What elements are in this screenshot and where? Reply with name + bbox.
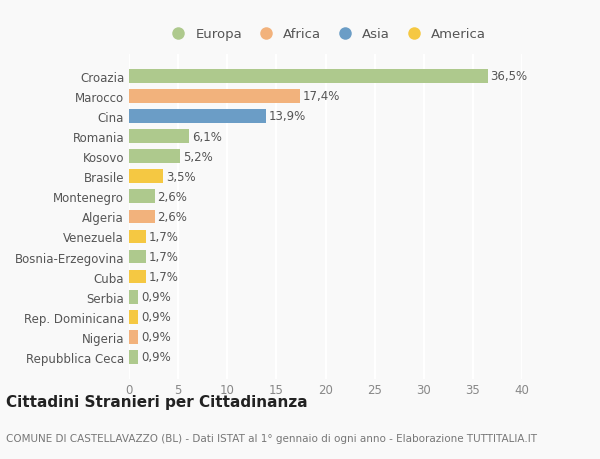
Legend: Europa, Africa, Asia, America: Europa, Africa, Asia, America [160, 23, 491, 46]
Text: 5,2%: 5,2% [183, 150, 213, 163]
Text: 0,9%: 0,9% [141, 291, 170, 303]
Bar [129, 70, 488, 84]
Text: 0,9%: 0,9% [141, 330, 170, 344]
Text: 3,5%: 3,5% [166, 170, 196, 183]
Text: 1,7%: 1,7% [149, 251, 179, 263]
Bar [129, 350, 138, 364]
Text: 2,6%: 2,6% [157, 190, 187, 203]
Text: 17,4%: 17,4% [303, 90, 340, 103]
Bar [129, 150, 180, 163]
Text: 0,9%: 0,9% [141, 351, 170, 364]
Bar [129, 270, 146, 284]
Text: 6,1%: 6,1% [192, 130, 222, 143]
Bar [129, 90, 300, 103]
Text: 0,9%: 0,9% [141, 311, 170, 324]
Text: Cittadini Stranieri per Cittadinanza: Cittadini Stranieri per Cittadinanza [6, 394, 308, 409]
Text: 36,5%: 36,5% [491, 70, 527, 83]
Bar [129, 130, 189, 144]
Text: COMUNE DI CASTELLAVAZZO (BL) - Dati ISTAT al 1° gennaio di ogni anno - Elaborazi: COMUNE DI CASTELLAVAZZO (BL) - Dati ISTA… [6, 433, 537, 442]
Bar [129, 210, 155, 224]
Bar [129, 290, 138, 304]
Text: 1,7%: 1,7% [149, 230, 179, 243]
Bar [129, 230, 146, 244]
Bar [129, 310, 138, 324]
Text: 2,6%: 2,6% [157, 210, 187, 224]
Bar [129, 330, 138, 344]
Bar [129, 190, 155, 204]
Bar [129, 170, 163, 184]
Text: 13,9%: 13,9% [269, 110, 306, 123]
Bar [129, 250, 146, 264]
Bar [129, 110, 266, 123]
Text: 1,7%: 1,7% [149, 270, 179, 284]
